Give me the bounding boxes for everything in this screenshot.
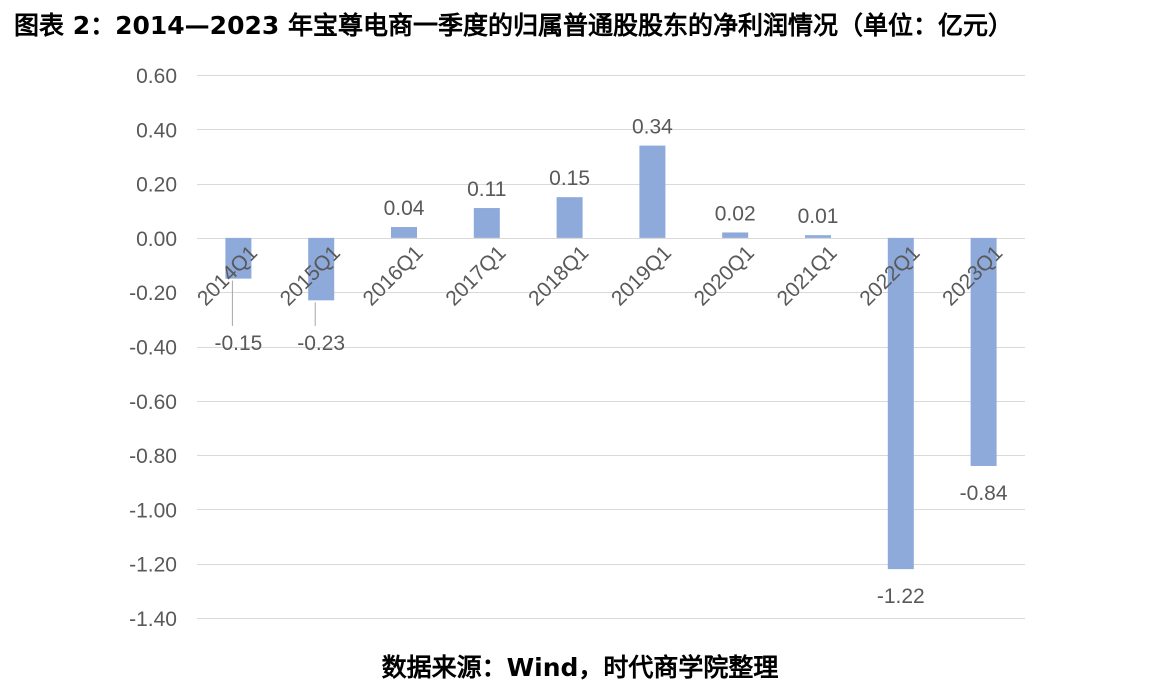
x-tick-label: 2018Q1 — [524, 241, 593, 310]
data-label: -1.22 — [877, 585, 925, 608]
data-label: 0.02 — [715, 202, 756, 225]
bar — [473, 208, 500, 238]
data-label: 0.11 — [467, 178, 506, 201]
y-tick-label: -1.40 — [129, 608, 177, 631]
data-labels: -0.15 -0.23 0.04 0.11 0.15 0.34 0.02 0.01 -1.22 -… — [214, 116, 1007, 609]
bar — [639, 145, 666, 238]
y-axis-tick-labels: 0.60 0.40 0.20 0.00 -0.20 -0.40 -0.60 -0.80 -1.0… — [129, 65, 177, 631]
bars — [225, 145, 997, 570]
chart-source-note: 数据来源：Wind，时代商学院整理 — [381, 653, 779, 682]
y-tick-label: 0.20 — [136, 174, 177, 197]
bar — [805, 235, 831, 238]
bar — [391, 227, 417, 238]
bar — [308, 237, 335, 301]
bar — [970, 237, 997, 466]
y-tick-label: -0.20 — [129, 282, 177, 305]
y-tick-label: -0.60 — [129, 391, 177, 414]
data-label: 0.01 — [798, 205, 839, 228]
y-tick-label: -1.00 — [129, 499, 177, 522]
x-tick-label: 2016Q1 — [359, 241, 428, 310]
y-tick-label: 0.60 — [136, 65, 177, 88]
y-tick-label: 0.40 — [136, 119, 177, 142]
data-label: 0.15 — [549, 167, 590, 190]
x-tick-label: 2017Q1 — [441, 241, 510, 310]
y-tick-label: -0.40 — [129, 337, 177, 360]
y-tick-label: -0.80 — [129, 445, 177, 468]
x-tick-label: 2021Q1 — [773, 241, 842, 310]
bar — [556, 197, 583, 238]
gridlines — [197, 75, 1025, 619]
data-label: 0.34 — [632, 116, 673, 139]
bar — [225, 237, 252, 279]
x-tick-label: 2019Q1 — [607, 241, 676, 310]
data-label: -0.84 — [960, 482, 1008, 505]
data-label: 0.04 — [384, 197, 425, 220]
x-tick-label: 2020Q1 — [690, 241, 759, 310]
bar — [722, 232, 749, 238]
bar — [887, 237, 914, 570]
data-label: -0.23 — [297, 332, 345, 355]
data-label-leaders — [231, 280, 316, 326]
y-tick-label: 0.00 — [136, 228, 177, 251]
data-label: -0.15 — [214, 332, 262, 355]
y-tick-label: -1.20 — [129, 554, 177, 577]
chart-title: 图表 2：2014—2023 年宝尊电商一季度的归属普通股股东的净利润情况（单位… — [14, 11, 1013, 40]
